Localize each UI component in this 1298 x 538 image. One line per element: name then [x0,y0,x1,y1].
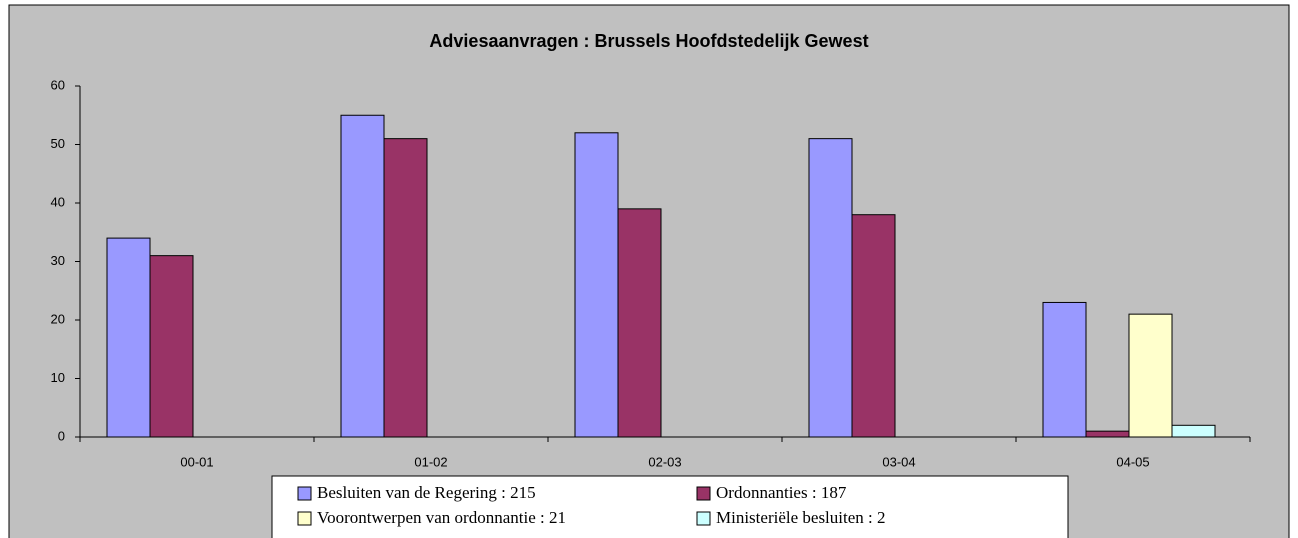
bar [1128,313,1173,438]
legend-swatch [696,486,711,501]
x-tick-label: 00-01 [180,454,213,469]
bar [106,237,151,438]
y-tick-label: 40 [51,194,65,209]
legend-box [271,475,1069,538]
legend-label: Ordonnanties : 187 [716,483,847,502]
legend-swatch [297,486,312,501]
bar [617,208,662,438]
bar [574,132,619,438]
y-tick-label: 10 [51,370,65,385]
x-tick-label: 03-04 [882,454,915,469]
legend-label: Voorontwerpen van ordonnantie : 21 [317,508,566,527]
bar [808,138,853,438]
y-tick-label: 20 [51,311,65,326]
legend-label: Ministeriële besluiten : 2 [716,508,886,527]
bar [149,255,194,438]
legend-label: Besluiten van de Regering : 215 [317,483,536,502]
y-tick-label: 0 [58,428,65,443]
x-tick-label: 01-02 [414,454,447,469]
bar [1042,301,1087,438]
y-tick-label: 50 [51,136,65,151]
bar [1171,424,1216,438]
bar [340,114,385,438]
y-tick-label: 30 [51,253,65,268]
x-tick-label: 02-03 [648,454,681,469]
y-tick-label: 60 [51,77,65,92]
legend-swatch [297,511,312,526]
bar [1085,430,1130,438]
legend-swatch [696,511,711,526]
bar [851,214,896,438]
chart-title: Adviesaanvragen : Brussels Hoofdstedelij… [429,31,868,51]
x-tick-label: 04-05 [1116,454,1149,469]
bar [383,138,428,438]
